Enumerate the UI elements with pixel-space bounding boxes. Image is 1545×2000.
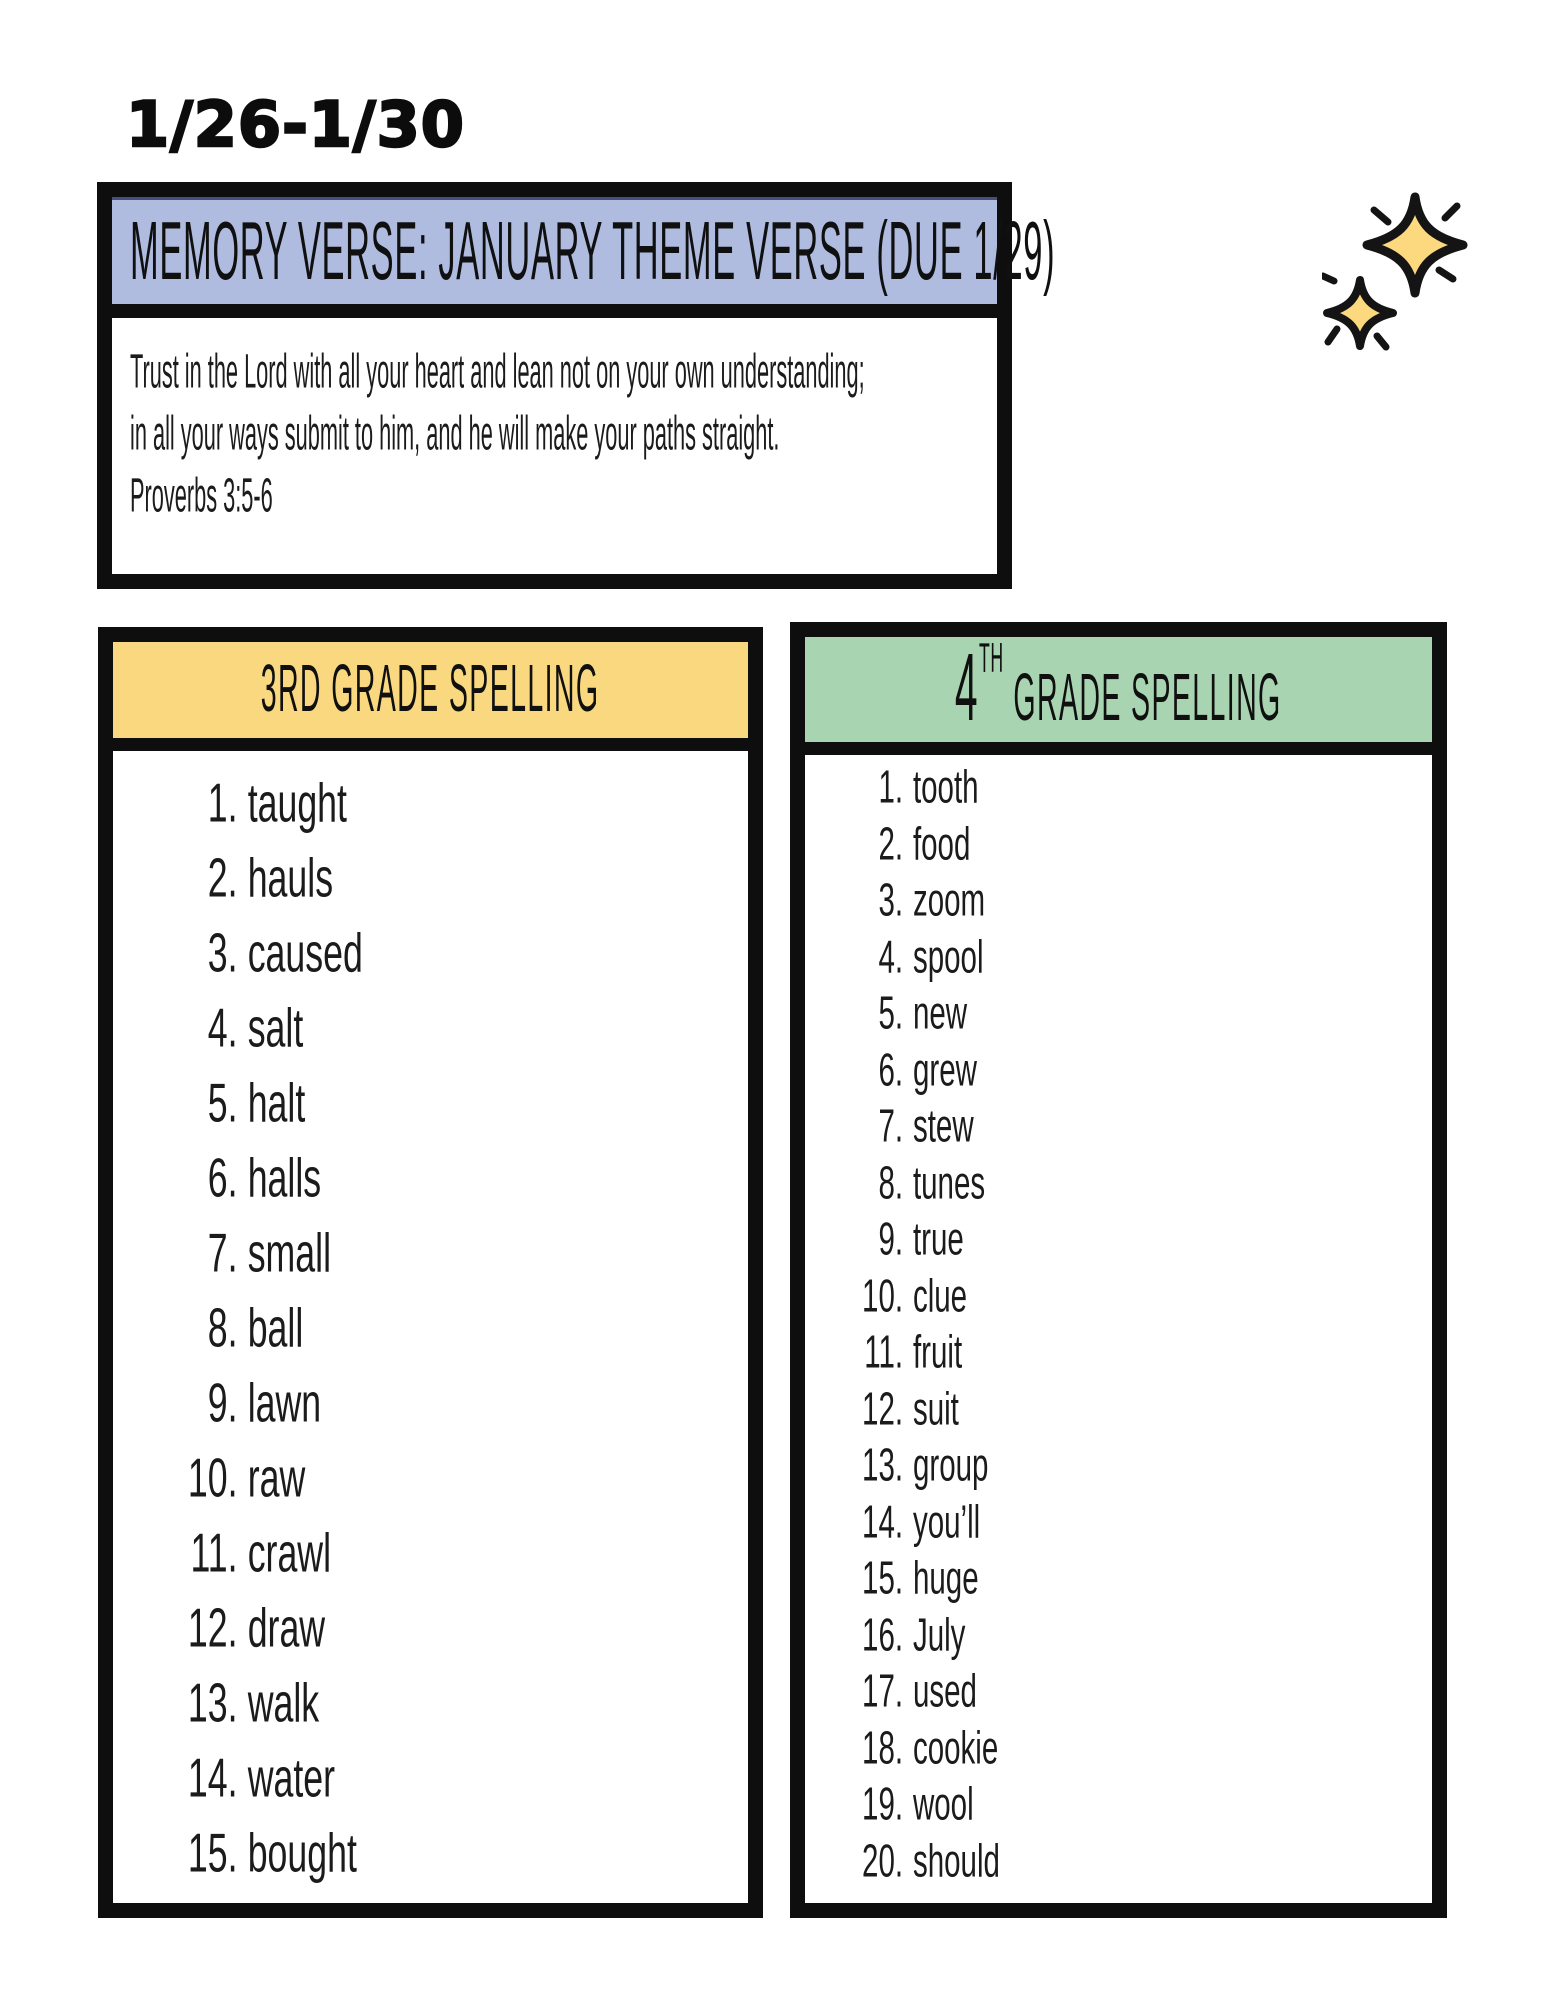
grade-number: 4 xyxy=(955,633,980,742)
memory-verse-body: Trust in the Lord with all your heart an… xyxy=(112,318,997,526)
verse-line: in all your ways submit to him, and he w… xyxy=(130,406,780,460)
fourth-grade-header: 4THGRADE SPELLING xyxy=(805,634,1432,755)
grade-title-rest: GRADE SPELLING xyxy=(1013,659,1282,735)
fourth-grade-word-list: tooth food zoom spool new grew stew tune… xyxy=(805,755,1432,1889)
list-item: suit xyxy=(912,1381,959,1435)
list-item: small xyxy=(247,1221,332,1284)
list-item: grew xyxy=(912,1042,977,1096)
list-item: raw xyxy=(247,1446,306,1509)
list-item: tooth xyxy=(912,760,979,813)
list-item: should xyxy=(912,1833,1000,1887)
list-item: food xyxy=(912,816,971,870)
grade-ordinal-suffix: TH xyxy=(979,633,1005,682)
list-item: caused xyxy=(247,921,363,984)
list-item: draw xyxy=(247,1596,326,1659)
list-item: stew xyxy=(912,1099,974,1152)
list-item: new xyxy=(912,986,968,1039)
list-item: spool xyxy=(912,929,984,983)
list-item: lawn xyxy=(247,1371,322,1434)
list-item: clue xyxy=(912,1268,968,1322)
memory-verse-box: MEMORY VERSE: JANUARY THEME VERSE (DUE 1… xyxy=(97,182,1055,589)
list-item: huge xyxy=(912,1551,979,1604)
third-grade-word-list: taught hauls caused salt halt halls smal… xyxy=(113,751,748,1890)
list-item: cookie xyxy=(912,1720,999,1774)
list-item: zoom xyxy=(912,873,986,926)
list-item: bought xyxy=(247,1821,357,1884)
page-title: 1/26-1/30 xyxy=(125,87,465,163)
list-item: salt xyxy=(247,996,304,1059)
list-item: you’ll xyxy=(912,1494,981,1548)
list-item: fruit xyxy=(912,1325,963,1378)
verse-line: Trust in the Lord with all your heart an… xyxy=(130,344,865,398)
fourth-grade-title: 4THGRADE SPELLING xyxy=(955,632,1282,742)
list-item: true xyxy=(912,1212,964,1265)
list-item: group xyxy=(912,1438,989,1491)
memory-verse-header-label: MEMORY VERSE: JANUARY THEME VERSE (DUE 1… xyxy=(130,206,1056,298)
list-item: ball xyxy=(247,1296,304,1359)
list-item: water xyxy=(247,1746,335,1809)
list-item: wool xyxy=(912,1777,974,1830)
list-item: walk xyxy=(247,1671,320,1734)
third-grade-header: 3RD GRADE SPELLING xyxy=(113,642,748,751)
list-item: used xyxy=(912,1664,977,1717)
list-item: crawl xyxy=(247,1521,332,1584)
list-item: hauls xyxy=(247,846,334,909)
memory-verse-header: MEMORY VERSE: JANUARY THEME VERSE (DUE 1… xyxy=(112,197,1055,318)
list-item: taught xyxy=(247,771,347,834)
third-grade-spelling-box: 3RD GRADE SPELLING taught hauls caused s… xyxy=(98,627,763,1918)
verse-reference: Proverbs 3:5-6 xyxy=(130,468,273,522)
list-item: tunes xyxy=(912,1155,986,1209)
third-grade-title: 3RD GRADE SPELLING xyxy=(261,650,600,726)
sparkles-icon xyxy=(1322,192,1468,351)
list-item: halls xyxy=(247,1146,322,1209)
fourth-grade-spelling-box: 4THGRADE SPELLING tooth food zoom spool … xyxy=(790,622,1447,1918)
list-item: halt xyxy=(247,1071,306,1134)
list-item: July xyxy=(912,1607,966,1661)
